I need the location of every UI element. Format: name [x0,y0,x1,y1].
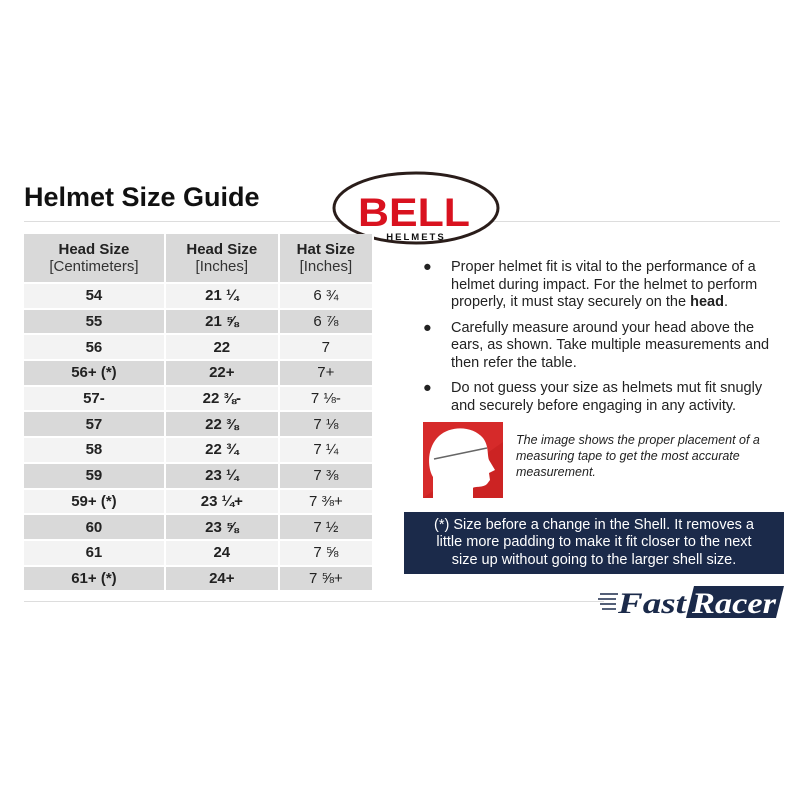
inches-cell: 22 ¾ [164,437,280,464]
hat-size-cell: 7 ⅜+ [278,488,375,516]
table-row: 61 24 7 ⅝ [24,539,375,567]
cm-cell: 57- [24,385,166,413]
table-row: 56 22 7 [24,334,375,362]
col-header-hat-size: Hat Size [Inches] [278,234,375,284]
inches-cell: 22 [164,334,280,362]
hat-size-cell: 7 ½ [278,514,375,541]
size-table: Head Size [Centimeters] Head Size [Inches]… [24,234,375,593]
cm-cell: 56 [24,334,166,362]
shell-size-note: (*) Size before a change in the Shell. I… [404,512,784,574]
table-row: 61+ (*) 24+ 7 ⅝+ [24,565,375,593]
bell-helmets-logo: BELL HELMETS [332,171,500,245]
cm-cell: 54 [24,283,166,310]
bullet-item: ● Carefully measure around your head abov… [423,319,770,371]
inches-cell: 21 ⅝ [164,308,280,336]
cm-cell: 59 [24,462,166,490]
cm-cell: 55 [24,308,166,336]
image-caption: The image shows the proper placement of … [516,433,760,479]
table-row: 57- 22 ⅜- 7 ⅛- [24,385,375,413]
svg-text:Fast: Fast [617,587,688,620]
hat-size-cell: 6 ¾ [278,283,375,310]
inches-cell: 23 ¼+ [164,488,280,516]
col-header-cm: Head Size [Centimeters] [24,234,166,284]
cm-cell: 57 [24,411,166,439]
inches-cell: 24+ [164,565,280,593]
hat-size-cell: 7 ⅝ [278,539,375,567]
cm-cell: 58 [24,437,166,464]
hat-size-cell: 7 [278,334,375,362]
table-row: 56+ (*) 22+ 7+ [24,360,375,387]
cm-cell: 60 [24,514,166,541]
inches-cell: 22+ [164,360,280,387]
bottom-divider [24,601,604,602]
cm-cell: 56+ (*) [24,360,166,387]
hat-size-cell: 6 ⅞ [278,308,375,336]
hat-size-cell: 7 ⅛ [278,411,375,439]
fit-instructions: ● Proper helmet fit is vital to the perfo… [420,259,780,423]
inches-cell: 23 ⅝ [164,514,280,541]
fastracer-logo: Fast Racer [598,586,784,620]
bullet-item: ● Do not guess your size as helmets mut f… [423,380,763,414]
cm-cell: 59+ (*) [24,488,166,516]
inches-cell: 24 [164,539,280,567]
inches-cell: 22 ⅜- [164,385,280,413]
cm-cell: 61 [24,539,166,567]
page-title: Helmet Size Guide [24,182,260,212]
cm-cell: 61+ (*) [24,565,166,593]
hat-size-cell: 7 ¼ [278,437,375,464]
hat-size-cell: 7 ⅜ [278,462,375,490]
hat-size-cell: 7 ⅛- [278,385,375,413]
hat-size-cell: 7+ [278,360,375,387]
inches-cell: 23 ¼ [164,462,280,490]
svg-text:HELMETS: HELMETS [386,232,445,243]
hat-size-cell: 7 ⅝+ [278,565,375,593]
head-measurement-image [423,422,503,498]
col-header-inches: Head Size [Inches] [164,234,280,284]
bullet-item: ● Proper helmet fit is vital to the perfo… [423,259,758,310]
inches-cell: 21 ¼ [164,283,280,310]
svg-text:Racer: Racer [691,587,777,620]
inches-cell: 22 ⅜ [164,411,280,439]
table-row: 59+ (*) 23 ¼+ 7 ⅜+ [24,488,375,516]
svg-text:BELL: BELL [358,191,470,235]
